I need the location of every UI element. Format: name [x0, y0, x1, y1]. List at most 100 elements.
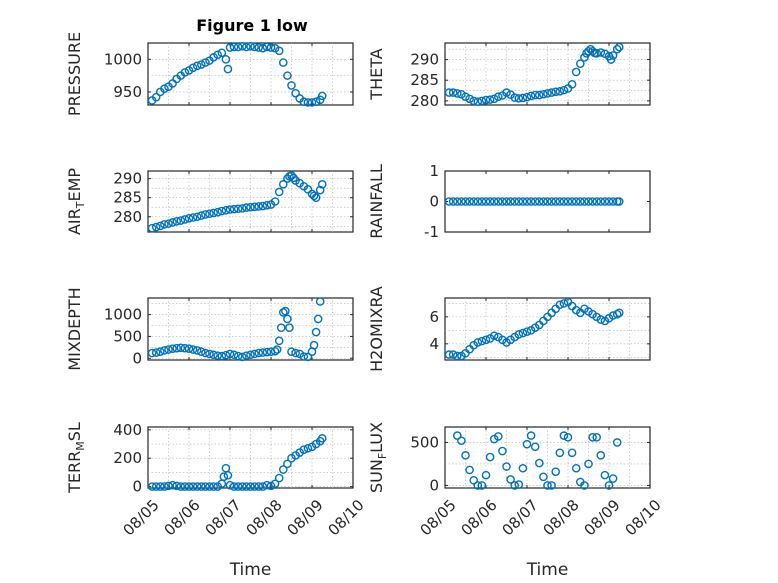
data-point	[299, 352, 309, 361]
y-tick-label: 285	[113, 189, 142, 207]
mixdepth-series	[147, 297, 325, 362]
data-point	[571, 463, 581, 473]
data-point	[274, 473, 284, 483]
data-point	[176, 343, 186, 353]
data-point	[196, 211, 206, 220]
data-point	[254, 202, 264, 211]
data-point	[489, 331, 499, 341]
data-point	[188, 345, 198, 354]
data-point	[506, 475, 515, 484]
data-point	[510, 197, 520, 206]
data-point	[485, 197, 495, 206]
data-point	[518, 197, 528, 206]
data-point	[309, 191, 319, 201]
data-point	[493, 92, 503, 102]
data-point	[176, 482, 186, 491]
data-point	[448, 350, 458, 359]
data-point	[155, 221, 165, 231]
data-point	[209, 350, 218, 360]
data-point	[555, 87, 565, 96]
data-point	[588, 46, 597, 56]
data-point	[567, 80, 577, 89]
data-point	[514, 330, 524, 339]
data-point	[448, 88, 458, 97]
data-point	[315, 185, 325, 195]
data-point	[262, 347, 272, 357]
data-point	[262, 201, 272, 210]
data-point	[299, 97, 309, 107]
data-point	[168, 218, 177, 227]
data-point	[188, 63, 198, 73]
data-point	[217, 351, 227, 361]
data-point	[317, 91, 327, 101]
y-tick-label: 200	[113, 449, 142, 467]
data-point	[612, 309, 622, 319]
data-point	[596, 451, 606, 460]
data-point	[233, 482, 243, 491]
x-tick-label: 08/10	[621, 496, 664, 539]
x-axis-label: Time	[526, 560, 569, 580]
data-point	[254, 43, 264, 52]
data-point	[278, 180, 288, 189]
y-tick-label: 1000	[104, 50, 142, 68]
data-point	[242, 42, 251, 52]
data-point	[201, 348, 210, 358]
data-point	[608, 197, 618, 206]
data-point	[225, 205, 235, 214]
data-point	[465, 94, 474, 104]
data-point	[539, 89, 548, 99]
data-point	[584, 459, 593, 469]
data-point	[547, 481, 556, 490]
h2omixra-ylabel: H2OMIXRA	[367, 286, 386, 372]
mixdepth-axes: 0 500 1000 MIXDEPTH	[65, 287, 354, 371]
data-point	[514, 197, 524, 206]
data-point	[213, 50, 222, 60]
y-tick-label: 4	[429, 335, 439, 353]
x-tick-label: 08/10	[324, 496, 367, 539]
data-point	[596, 48, 606, 57]
data-point	[258, 201, 268, 211]
data-point	[514, 480, 524, 489]
data-point	[526, 91, 536, 101]
theta-ylabel: THETA	[367, 48, 386, 100]
data-point	[485, 452, 495, 462]
data-point	[205, 482, 214, 491]
data-point	[444, 197, 454, 206]
data-point	[576, 59, 585, 68]
data-point	[225, 480, 235, 490]
data-point	[184, 482, 194, 491]
data-point	[285, 323, 294, 332]
data-point	[229, 482, 239, 491]
data-point	[571, 197, 581, 206]
y-tick-label: 285	[410, 71, 439, 89]
data-point	[473, 481, 483, 490]
data-point	[469, 197, 479, 206]
data-point	[481, 95, 491, 105]
data-point	[502, 197, 511, 206]
data-point	[172, 481, 181, 491]
data-point	[237, 204, 247, 213]
data-point	[258, 482, 268, 491]
data-point	[155, 482, 165, 491]
data-point	[452, 197, 462, 206]
x-tick-label: 08/09	[580, 496, 623, 539]
data-point	[246, 482, 255, 491]
rainfall-ylabel: RAINFALL	[367, 164, 386, 239]
data-point	[287, 171, 296, 180]
data-point	[164, 345, 173, 354]
data-point	[237, 41, 247, 51]
data-point	[473, 197, 483, 206]
data-point	[608, 474, 618, 483]
data-point	[584, 46, 593, 56]
data-point	[551, 467, 561, 476]
data-point	[201, 482, 210, 491]
h2omixra-axes: 4 6 H2OMIXRA	[367, 286, 651, 372]
data-point	[160, 482, 169, 491]
data-point	[250, 42, 259, 52]
data-point	[180, 215, 190, 224]
data-point	[576, 197, 585, 206]
data-point	[188, 213, 198, 222]
data-point	[596, 197, 606, 206]
